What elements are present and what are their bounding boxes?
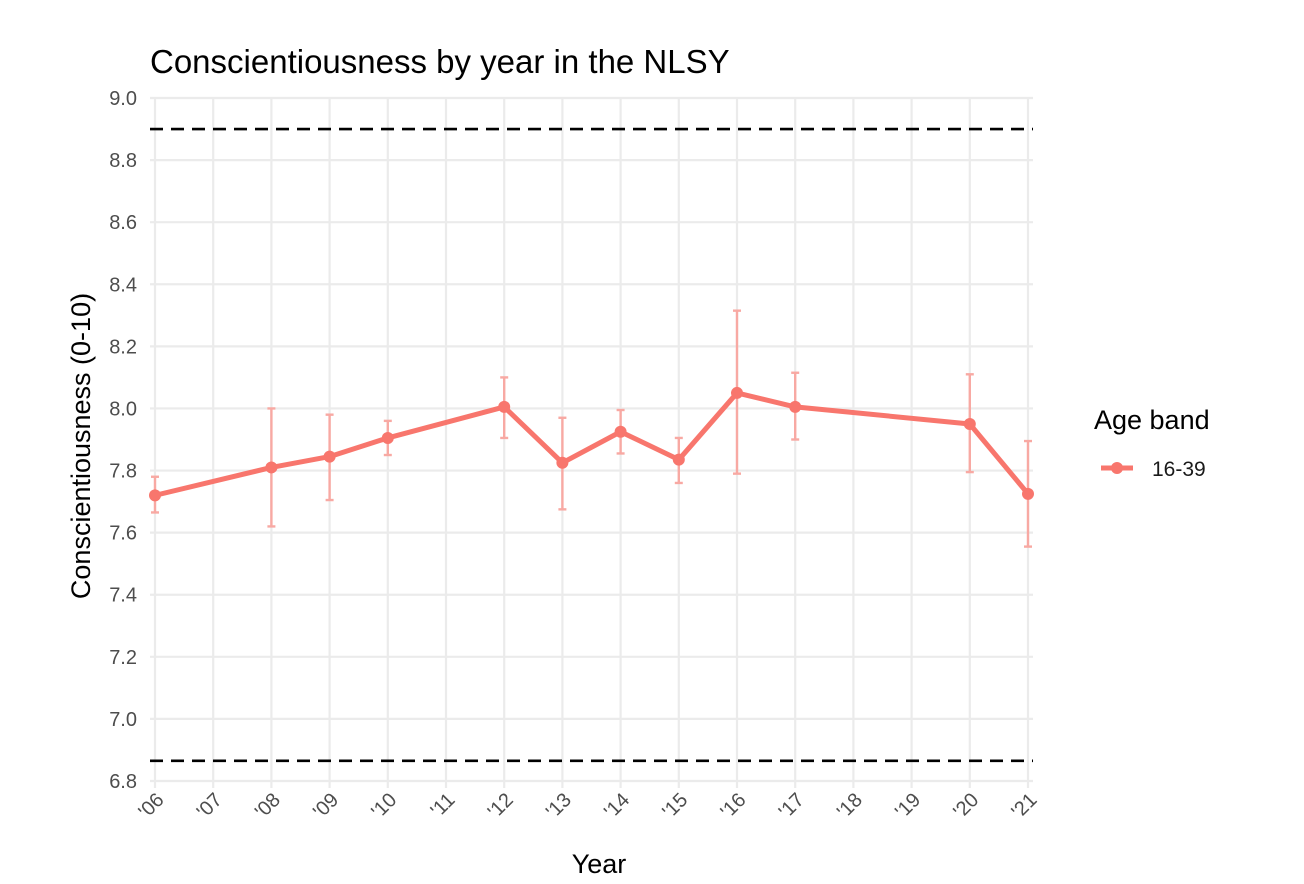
x-tick-label: '16 xyxy=(717,789,751,823)
y-tick-label: 7.6 xyxy=(109,523,137,545)
x-tick-label: '18 xyxy=(833,789,867,823)
y-tick-label: 7.4 xyxy=(109,585,137,607)
x-tick-label: '20 xyxy=(949,789,983,823)
reference-lines xyxy=(150,127,1033,763)
data-point xyxy=(556,456,569,469)
y-tick-label: 7.0 xyxy=(109,709,137,731)
x-tick-label: '07 xyxy=(193,789,227,823)
legend-key-point xyxy=(1111,462,1123,474)
data-point xyxy=(149,489,161,502)
y-tick-label: 6.8 xyxy=(109,771,137,793)
data-point xyxy=(614,425,627,438)
y-tick-label: 8.2 xyxy=(109,336,137,358)
y-tick-label: 8.8 xyxy=(109,150,137,172)
data-point xyxy=(381,431,394,444)
x-axis-ticks: '06 '07 '08 '09 '10 '11 '12 '13 '14 '15 '16 '17 '18 '… xyxy=(135,789,1042,823)
data-point xyxy=(731,386,743,399)
series-lines xyxy=(152,390,1031,498)
data-point xyxy=(963,417,976,430)
data-points xyxy=(149,386,1034,502)
y-axis-title: Conscientiousness (0-10) xyxy=(66,293,96,599)
y-tick-label: 8.0 xyxy=(109,398,137,420)
series-line xyxy=(152,390,1031,498)
y-tick-label: 7.2 xyxy=(109,647,137,669)
x-tick-label: '19 xyxy=(891,789,925,823)
x-tick-label: '08 xyxy=(251,789,285,823)
x-tick-label: '10 xyxy=(367,789,401,823)
x-tick-label: '11 xyxy=(427,789,460,822)
legend-items: 16-39 xyxy=(1101,458,1206,481)
x-tick-label: '06 xyxy=(135,789,169,823)
x-tick-label: '21 xyxy=(1008,789,1042,823)
data-point xyxy=(498,400,511,413)
legend-item: 16-39 xyxy=(1101,458,1206,481)
data-point xyxy=(323,450,336,463)
data-point xyxy=(789,400,802,413)
y-tick-label: 7.8 xyxy=(109,461,137,483)
x-axis-title: Year xyxy=(572,849,627,879)
data-point xyxy=(265,461,278,474)
x-tick-label: '17 xyxy=(775,789,809,823)
y-tick-label: 8.4 xyxy=(109,274,137,296)
x-tick-label: '09 xyxy=(309,789,343,823)
grid-lines xyxy=(150,96,1033,788)
legend-title: Age band xyxy=(1094,405,1210,435)
x-tick-label: '15 xyxy=(658,789,692,823)
data-point xyxy=(1022,487,1034,500)
x-tick-label: '13 xyxy=(542,789,576,823)
y-tick-label: 8.6 xyxy=(109,212,137,234)
y-tick-label: 9.0 xyxy=(109,88,137,110)
x-tick-label: '12 xyxy=(484,789,518,823)
data-point xyxy=(672,453,685,466)
x-tick-label: '14 xyxy=(600,789,634,823)
legend-label: 16-39 xyxy=(1152,458,1206,481)
legend: Age band 16-39 xyxy=(1094,405,1210,481)
chart-title: Conscientiousness by year in the NLSY xyxy=(150,43,730,80)
y-axis-ticks: 6.8 7.0 7.2 7.4 7.6 7.8 8.0 8.2 8.4 8.6 8.8 9.0 xyxy=(109,88,137,793)
